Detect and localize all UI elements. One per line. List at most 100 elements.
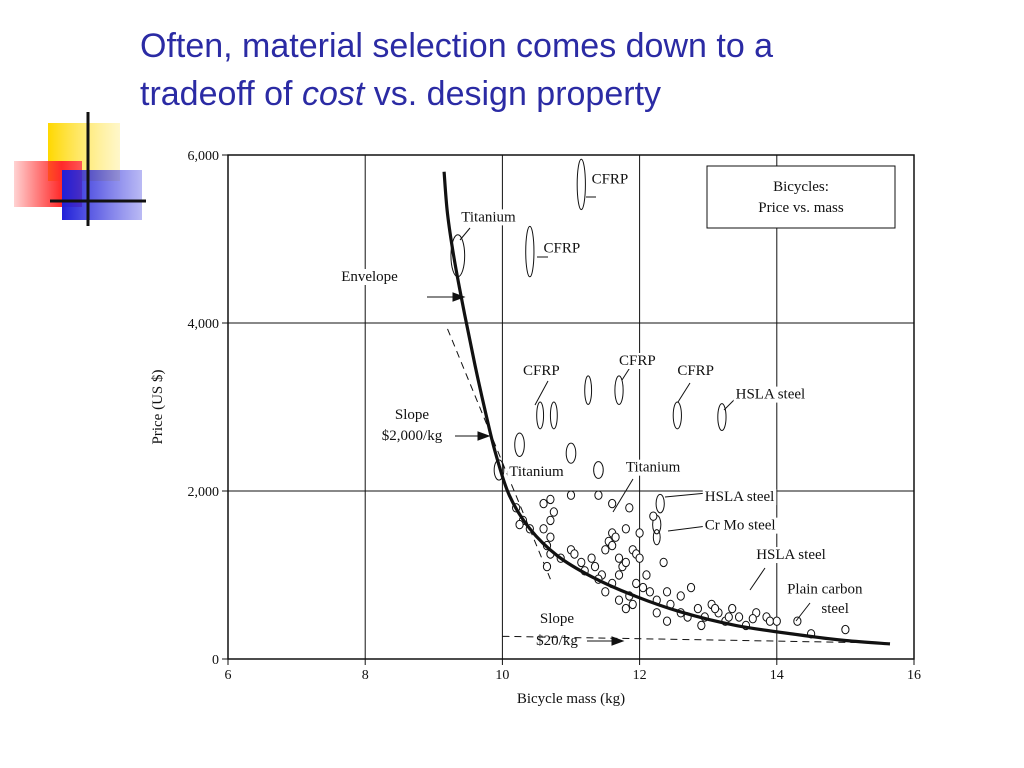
slope-label-shallow-line2: $20/kg	[536, 633, 578, 649]
data-point	[645, 587, 654, 597]
title-line-2-suffix: vs. design property	[373, 75, 662, 113]
annotation-cfrp: CFRP	[677, 363, 714, 379]
data-point	[542, 561, 552, 572]
slope-label-steep-line2: $2,000/kg	[382, 428, 443, 444]
data-point	[601, 545, 610, 555]
data-point	[638, 582, 648, 593]
data-point	[635, 553, 644, 563]
data-point	[546, 515, 555, 526]
slide-title: Often, material selection comes down to …	[140, 22, 1000, 118]
data-point	[635, 528, 644, 538]
annotation-envelope: Envelope	[341, 269, 398, 285]
y-tick-label: 0	[212, 653, 219, 668]
cluster-unlabeled	[593, 461, 604, 479]
slope-label-shallow-line1: Slope	[540, 611, 575, 627]
data-point	[539, 524, 548, 534]
data-point	[772, 616, 781, 626]
annotation-background	[541, 240, 583, 257]
annotation-cr-mo-steel: Cr Mo steel	[705, 518, 776, 534]
x-tick-label: 16	[907, 668, 921, 683]
cluster-cfrp	[549, 401, 558, 430]
data-point	[614, 595, 624, 605]
cluster-cfrp	[525, 225, 535, 278]
y-tick-label: 4,000	[188, 317, 220, 332]
data-point	[642, 570, 651, 580]
annotation-background	[702, 517, 778, 534]
data-point	[693, 603, 703, 614]
deco-blue-square	[62, 170, 142, 220]
data-point	[590, 561, 600, 572]
annotation-titanium: Titanium	[626, 460, 681, 476]
data-point	[652, 608, 661, 618]
title-line-1: Often, material selection comes down to …	[140, 27, 774, 65]
envelope-curve	[442, 171, 891, 646]
leader-plain-carbon	[795, 602, 811, 622]
x-axis-label: Bicycle mass (kg)	[517, 691, 625, 707]
data-clusters	[450, 158, 727, 546]
annotation-cfrp: CFRP	[592, 172, 629, 188]
annotation-titanium: Titanium	[509, 464, 564, 480]
annotation-background	[785, 581, 865, 598]
y-axis-label: Price (US $)	[150, 370, 166, 445]
annotation-background	[702, 489, 777, 506]
leader-cfrp-left	[534, 380, 549, 406]
cluster-cr-mo-steel	[652, 529, 661, 546]
arrow-slope-steep-head	[477, 431, 491, 441]
data-point	[662, 587, 672, 597]
data-point	[577, 557, 586, 568]
data-point	[621, 603, 630, 614]
cluster-hsla-steel	[717, 403, 727, 432]
data-point	[659, 557, 668, 568]
data-point	[608, 498, 617, 509]
grid	[228, 155, 914, 659]
data-point	[611, 532, 620, 542]
cluster-cfrp	[576, 158, 586, 211]
data-point	[539, 498, 548, 509]
annotation-background	[617, 353, 658, 369]
cluster-unlabeled	[514, 432, 525, 458]
annotation-background	[589, 171, 631, 188]
cluster-cfrp	[536, 401, 545, 430]
data-point	[734, 612, 744, 622]
data-point	[614, 553, 624, 563]
annotation-background	[339, 269, 401, 285]
data-point	[841, 624, 850, 635]
x-tick-label: 6	[225, 668, 232, 683]
data-point	[676, 591, 685, 601]
cluster-cfrp	[672, 401, 682, 430]
x-tick-label: 10	[495, 668, 509, 683]
data-point	[793, 616, 802, 626]
data-point	[662, 616, 672, 626]
data-point	[621, 524, 630, 534]
slope-label-steep-line1: Slope	[395, 407, 430, 423]
leader-hsla-low	[749, 567, 766, 591]
annotation-hsla-steel: HSLA steel	[705, 489, 775, 505]
data-point	[587, 553, 596, 563]
annotation-background	[507, 463, 567, 480]
chart-title: Bicycles:	[773, 179, 829, 195]
annotation-titanium: Titanium	[461, 209, 516, 225]
title-line-2-prefix: tradeoff of	[140, 75, 293, 113]
data-point	[710, 603, 720, 614]
data-point	[765, 616, 775, 626]
data-point	[594, 490, 603, 500]
plot-frame	[227, 154, 915, 660]
annotation-background	[520, 363, 562, 380]
leader-titanium-top	[459, 227, 471, 241]
leader-titanium-right	[612, 478, 634, 513]
arrow-slope-shallow-head	[611, 636, 625, 646]
leader-crmo	[667, 525, 708, 532]
legend-box: Bicycles: Price vs. mass	[706, 165, 896, 229]
leader-cfrp-right	[677, 382, 691, 403]
data-point	[632, 578, 641, 589]
annotation-steel: steel	[821, 601, 849, 617]
title-emphasis-cost: cost	[301, 75, 365, 113]
slope-line-shallow	[502, 635, 887, 644]
annotation-plain-carbon: Plain carbon	[787, 581, 863, 597]
data-point	[625, 503, 634, 513]
cluster-cfrp	[584, 375, 593, 405]
x-tick-label: 14	[770, 668, 784, 683]
leader-hsla-mid	[664, 492, 708, 498]
data-point	[728, 603, 737, 614]
data-point	[686, 582, 696, 593]
